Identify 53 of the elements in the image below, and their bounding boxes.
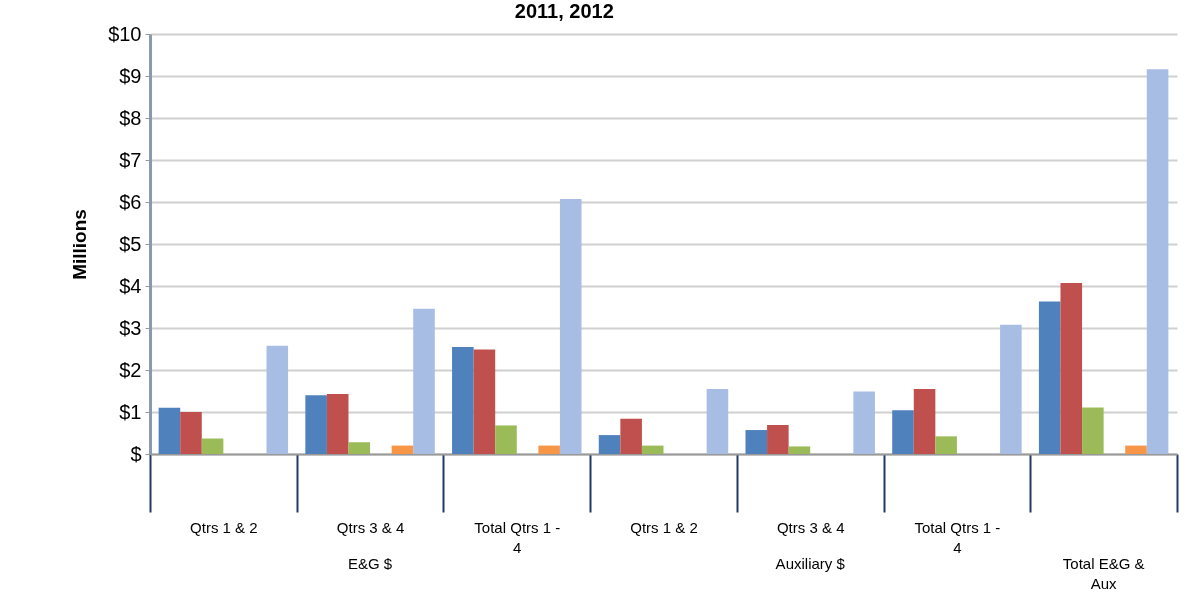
x-tick-label: Total Qtrs 1 - 4 [914,518,1001,556]
y-tick-label: $6 [119,190,142,213]
bar [767,425,789,454]
bar [1000,324,1022,454]
bar [1146,69,1169,454]
y-tick-label: $2 [119,358,142,381]
bar [1125,445,1147,454]
bar [201,438,224,454]
y-tick-label: $ [130,442,142,465]
bar [348,442,371,454]
text: E&G $ [347,555,393,572]
y-tick-label: $8 [119,106,142,129]
y-tick-label: $5 [119,232,142,255]
bar [473,349,496,454]
bar [452,346,474,454]
x-tick-label: Total Qtrs 1 - 4 [474,518,561,556]
y-tick-label: $1 [119,400,142,423]
bar [305,395,327,454]
bar [892,410,914,454]
bar [391,445,414,454]
bar [620,418,642,454]
bar [559,199,582,454]
bar [935,436,957,454]
y-tick-label: $3 [119,316,142,339]
y-tick-label: $9 [119,64,142,87]
text: Total E&G & Aux [1062,555,1145,592]
bar [1082,407,1104,454]
bar [413,308,435,454]
text: Auxiliary $ [775,555,846,572]
bar [598,435,621,454]
bar [158,407,181,454]
bar [326,393,349,454]
x-tick-label: Qtrs 3 & 4 [336,518,405,536]
bar [1060,283,1083,454]
bar [538,445,560,454]
bar [853,391,875,454]
x-tick-label: Qtrs 3 & 4 [776,518,845,536]
bar [180,412,202,454]
bar [495,425,517,454]
bar [745,430,768,454]
bar [641,445,664,454]
bar [1038,301,1061,454]
y-tick-label: $7 [119,148,142,171]
y-axis-title: Millions [69,209,91,280]
bar [913,388,936,454]
bar [266,345,289,454]
bar [706,388,729,454]
bar [788,446,811,454]
x-tick-label: Qtrs 1 & 2 [190,518,258,536]
y-tick-label: $4 [119,274,142,297]
y-tick-label: $10 [108,22,142,45]
x-tick-label: Qtrs 1 & 2 [630,518,698,536]
chart-title: 2011, 2012 [514,0,614,22]
